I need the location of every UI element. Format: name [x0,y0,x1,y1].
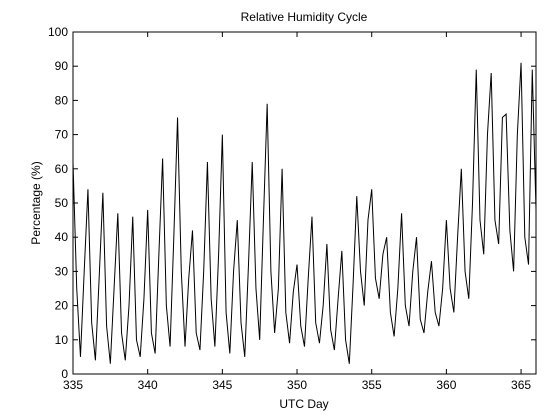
axes-box [72,31,537,375]
x-tick-label: 350 [287,378,307,392]
x-tick-label: 335 [63,378,83,392]
y-tick-label: 100 [48,25,68,39]
y-axis-label: Percentage (%) [29,161,43,244]
y-tick-label: 0 [61,367,68,381]
x-axis-label: UTC Day [279,397,328,411]
x-tick-label: 365 [511,378,531,392]
y-tick-label: 10 [55,333,69,347]
y-tick-label: 60 [55,162,69,176]
y-tick-label: 50 [55,196,69,210]
x-tick-label: 345 [212,378,232,392]
series-line [72,62,537,364]
x-tick-label: 360 [436,378,456,392]
x-tick-label: 355 [362,378,382,392]
y-tick-label: 20 [55,299,69,313]
y-tick-label: 30 [55,264,69,278]
y-tick-label: 70 [55,128,69,142]
y-tick-label: 90 [55,59,69,73]
x-tick-label: 340 [138,378,158,392]
plot-area [73,32,536,374]
y-tick-label: 80 [55,93,69,107]
chart-title: Relative Humidity Cycle [241,10,368,24]
y-tick-label: 40 [55,230,69,244]
